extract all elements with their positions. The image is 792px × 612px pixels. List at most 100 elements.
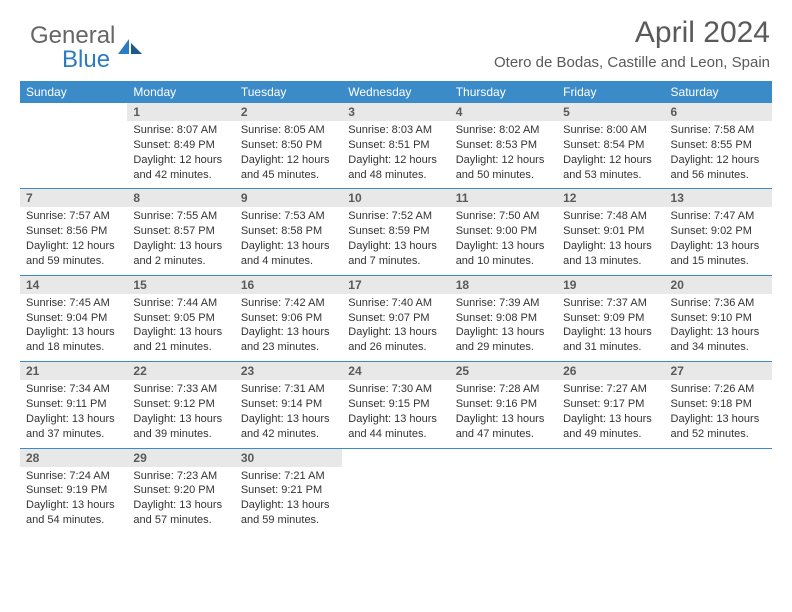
day-number: 25 xyxy=(450,362,557,380)
daylight-text: Daylight: 13 hours and 10 minutes. xyxy=(456,239,551,269)
sunset-text: Sunset: 9:09 PM xyxy=(563,311,658,326)
weekday-header: Thursday xyxy=(450,81,557,103)
sunset-text: Sunset: 8:55 PM xyxy=(671,138,766,153)
daynum-row: 282930 xyxy=(20,449,772,467)
sunrise-text: Sunrise: 7:52 AM xyxy=(348,209,443,224)
daylight-text: Daylight: 13 hours and 37 minutes. xyxy=(26,412,121,442)
sunset-text: Sunset: 9:15 PM xyxy=(348,397,443,412)
day-info: Sunrise: 7:28 AMSunset: 9:16 PMDaylight:… xyxy=(450,380,557,447)
sunrise-text: Sunrise: 7:48 AM xyxy=(563,209,658,224)
empty-cell xyxy=(450,449,557,467)
weekday-header: Monday xyxy=(127,81,234,103)
day-number: 1 xyxy=(127,103,234,121)
sunrise-text: Sunrise: 7:30 AM xyxy=(348,382,443,397)
day-number: 15 xyxy=(127,276,234,294)
day-info: Sunrise: 7:53 AMSunset: 8:58 PMDaylight:… xyxy=(235,207,342,274)
day-number: 26 xyxy=(557,362,664,380)
sunrise-text: Sunrise: 7:40 AM xyxy=(348,296,443,311)
sunset-text: Sunset: 9:05 PM xyxy=(133,311,228,326)
sunset-text: Sunset: 8:56 PM xyxy=(26,224,121,239)
daylight-text: Daylight: 13 hours and 18 minutes. xyxy=(26,325,121,355)
calendar-week: 14151617181920Sunrise: 7:45 AMSunset: 9:… xyxy=(20,276,772,362)
sunrise-text: Sunrise: 8:00 AM xyxy=(563,123,658,138)
sunset-text: Sunset: 8:58 PM xyxy=(241,224,336,239)
sunset-text: Sunset: 9:21 PM xyxy=(241,483,336,498)
calendar-week: 282930Sunrise: 7:24 AMSunset: 9:19 PMDay… xyxy=(20,449,772,534)
day-number: 29 xyxy=(127,449,234,467)
sunset-text: Sunset: 8:53 PM xyxy=(456,138,551,153)
calendar-grid: Sunday Monday Tuesday Wednesday Thursday… xyxy=(20,81,772,534)
day-info: Sunrise: 7:40 AMSunset: 9:07 PMDaylight:… xyxy=(342,294,449,361)
sunset-text: Sunset: 9:04 PM xyxy=(26,311,121,326)
sunset-text: Sunset: 8:54 PM xyxy=(563,138,658,153)
daylight-text: Daylight: 12 hours and 42 minutes. xyxy=(133,153,228,183)
daylight-text: Daylight: 13 hours and 57 minutes. xyxy=(133,498,228,528)
sunset-text: Sunset: 9:11 PM xyxy=(26,397,121,412)
daylight-text: Daylight: 12 hours and 53 minutes. xyxy=(563,153,658,183)
sunrise-text: Sunrise: 7:23 AM xyxy=(133,469,228,484)
daylight-text: Daylight: 13 hours and 52 minutes. xyxy=(671,412,766,442)
day-info: Sunrise: 7:52 AMSunset: 8:59 PMDaylight:… xyxy=(342,207,449,274)
day-info: Sunrise: 7:27 AMSunset: 9:17 PMDaylight:… xyxy=(557,380,664,447)
empty-cell xyxy=(342,467,449,534)
empty-cell xyxy=(342,449,449,467)
daynum-row: 123456 xyxy=(20,103,772,121)
day-info: Sunrise: 7:24 AMSunset: 9:19 PMDaylight:… xyxy=(20,467,127,534)
sunrise-text: Sunrise: 7:58 AM xyxy=(671,123,766,138)
day-number: 20 xyxy=(665,276,772,294)
sunset-text: Sunset: 9:08 PM xyxy=(456,311,551,326)
sunrise-text: Sunrise: 7:53 AM xyxy=(241,209,336,224)
day-info: Sunrise: 7:48 AMSunset: 9:01 PMDaylight:… xyxy=(557,207,664,274)
sunrise-text: Sunrise: 7:33 AM xyxy=(133,382,228,397)
daylight-text: Daylight: 13 hours and 34 minutes. xyxy=(671,325,766,355)
sunrise-text: Sunrise: 7:28 AM xyxy=(456,382,551,397)
day-number: 12 xyxy=(557,189,664,207)
day-info: Sunrise: 7:47 AMSunset: 9:02 PMDaylight:… xyxy=(665,207,772,274)
empty-cell xyxy=(557,467,664,534)
daylight-text: Daylight: 13 hours and 54 minutes. xyxy=(26,498,121,528)
sunrise-text: Sunrise: 7:45 AM xyxy=(26,296,121,311)
sunset-text: Sunset: 9:01 PM xyxy=(563,224,658,239)
day-number: 24 xyxy=(342,362,449,380)
brand-text: General Blue xyxy=(30,24,115,72)
daylight-text: Daylight: 13 hours and 59 minutes. xyxy=(241,498,336,528)
daylight-text: Daylight: 13 hours and 49 minutes. xyxy=(563,412,658,442)
sunset-text: Sunset: 8:57 PM xyxy=(133,224,228,239)
day-info: Sunrise: 7:34 AMSunset: 9:11 PMDaylight:… xyxy=(20,380,127,447)
day-number: 21 xyxy=(20,362,127,380)
sunrise-text: Sunrise: 7:21 AM xyxy=(241,469,336,484)
day-info: Sunrise: 7:42 AMSunset: 9:06 PMDaylight:… xyxy=(235,294,342,361)
day-number: 2 xyxy=(235,103,342,121)
day-number: 7 xyxy=(20,189,127,207)
weekday-header: Friday xyxy=(557,81,664,103)
sail-icon xyxy=(118,39,144,57)
day-number: 27 xyxy=(665,362,772,380)
weekday-header: Saturday xyxy=(665,81,772,103)
day-info: Sunrise: 7:26 AMSunset: 9:18 PMDaylight:… xyxy=(665,380,772,447)
daylight-text: Daylight: 13 hours and 23 minutes. xyxy=(241,325,336,355)
sunrise-text: Sunrise: 7:44 AM xyxy=(133,296,228,311)
dayinfo-row: Sunrise: 7:57 AMSunset: 8:56 PMDaylight:… xyxy=(20,207,772,274)
daylight-text: Daylight: 13 hours and 2 minutes. xyxy=(133,239,228,269)
calendar-week: 123456Sunrise: 8:07 AMSunset: 8:49 PMDay… xyxy=(20,103,772,189)
empty-cell xyxy=(20,121,127,188)
daynum-row: 14151617181920 xyxy=(20,276,772,294)
day-number: 30 xyxy=(235,449,342,467)
day-number: 9 xyxy=(235,189,342,207)
day-number: 3 xyxy=(342,103,449,121)
sunset-text: Sunset: 9:06 PM xyxy=(241,311,336,326)
sunrise-text: Sunrise: 7:36 AM xyxy=(671,296,766,311)
sunset-text: Sunset: 9:20 PM xyxy=(133,483,228,498)
dayinfo-row: Sunrise: 7:45 AMSunset: 9:04 PMDaylight:… xyxy=(20,294,772,361)
daylight-text: Daylight: 13 hours and 47 minutes. xyxy=(456,412,551,442)
weekday-header: Tuesday xyxy=(235,81,342,103)
brand-part1: General xyxy=(30,24,115,48)
sunrise-text: Sunrise: 7:50 AM xyxy=(456,209,551,224)
empty-cell xyxy=(450,467,557,534)
empty-cell xyxy=(557,449,664,467)
day-info: Sunrise: 7:50 AMSunset: 9:00 PMDaylight:… xyxy=(450,207,557,274)
sunset-text: Sunset: 9:12 PM xyxy=(133,397,228,412)
sunrise-text: Sunrise: 7:42 AM xyxy=(241,296,336,311)
day-number: 14 xyxy=(20,276,127,294)
daylight-text: Daylight: 13 hours and 4 minutes. xyxy=(241,239,336,269)
